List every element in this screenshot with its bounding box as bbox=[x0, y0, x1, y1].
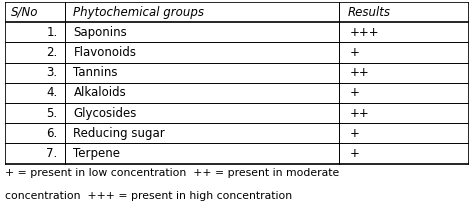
Text: Reducing sugar: Reducing sugar bbox=[73, 127, 165, 140]
Text: 4.: 4. bbox=[46, 86, 58, 99]
Text: S/No: S/No bbox=[11, 6, 38, 19]
Text: +: + bbox=[350, 46, 360, 59]
Text: +: + bbox=[350, 127, 360, 140]
Text: ++: ++ bbox=[350, 66, 370, 79]
Text: 5.: 5. bbox=[46, 107, 58, 120]
Text: +++: +++ bbox=[350, 26, 380, 39]
Text: +: + bbox=[350, 86, 360, 99]
Text: Alkaloids: Alkaloids bbox=[73, 86, 126, 99]
Text: Terpene: Terpene bbox=[73, 147, 120, 160]
Text: concentration  +++ = present in high concentration: concentration +++ = present in high conc… bbox=[5, 191, 292, 201]
Text: 7.: 7. bbox=[46, 147, 58, 160]
Text: Results: Results bbox=[347, 6, 391, 19]
Text: 6.: 6. bbox=[46, 127, 58, 140]
Text: +: + bbox=[350, 147, 360, 160]
Text: Saponins: Saponins bbox=[73, 26, 127, 39]
Text: 2.: 2. bbox=[46, 46, 58, 59]
Text: 1.: 1. bbox=[46, 26, 58, 39]
Text: ++: ++ bbox=[350, 107, 370, 120]
Text: Tannins: Tannins bbox=[73, 66, 118, 79]
Text: + = present in low concentration  ++ = present in moderate: + = present in low concentration ++ = pr… bbox=[5, 168, 339, 178]
Text: Phytochemical groups: Phytochemical groups bbox=[73, 6, 204, 19]
Text: 3.: 3. bbox=[46, 66, 58, 79]
Text: Glycosides: Glycosides bbox=[73, 107, 137, 120]
Text: Flavonoids: Flavonoids bbox=[73, 46, 137, 59]
